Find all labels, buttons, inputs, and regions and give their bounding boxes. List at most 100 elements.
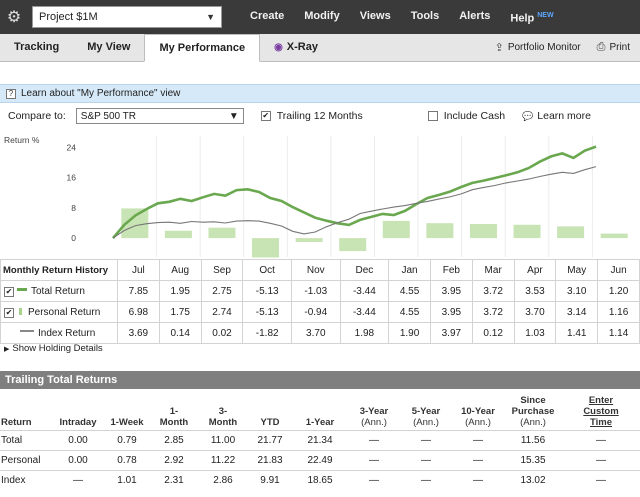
table-cell: -5.13: [242, 301, 292, 323]
trailing-checkbox[interactable]: ✔: [260, 111, 271, 121]
trailing-col-header: Since Purchase (Ann.): [504, 390, 562, 430]
tab-tracking[interactable]: Tracking: [0, 34, 73, 61]
table-cell: 21.83: [248, 449, 292, 470]
table-cell: 3.95: [429, 280, 473, 302]
trailing-col-sublabel: (Ann.): [465, 416, 491, 428]
menu-modify[interactable]: Modify: [294, 0, 349, 35]
tab-my-performance-label: My Performance: [159, 42, 246, 54]
table-cell: 0.14: [158, 322, 202, 344]
info-bar[interactable]: ? Learn about "My Performance" view: [0, 84, 640, 103]
menu-help[interactable]: Help NEW: [500, 0, 563, 35]
monthly-bar: [600, 233, 628, 239]
trailing-col-label: YTD: [260, 416, 280, 428]
table-cell: 1.90: [388, 322, 431, 344]
table-cell: 1.41: [555, 322, 599, 344]
menu-alerts[interactable]: Alerts: [449, 0, 500, 35]
tab-my-view[interactable]: My View: [73, 34, 144, 61]
tab-my-view-label: My View: [87, 41, 131, 53]
include-cash-checkbox[interactable]: [427, 111, 438, 121]
menu-tools[interactable]: Tools: [401, 0, 450, 35]
tab-x-ray[interactable]: ◉ X-Ray: [260, 34, 332, 61]
table-cell: 2.85: [150, 429, 198, 450]
menu-create[interactable]: Create: [240, 0, 294, 35]
table-cell: 18.65: [292, 469, 348, 490]
menu-help-label: Help: [510, 12, 535, 25]
table-cell: 2.75: [200, 280, 244, 302]
trailing-col-label: 1-Year: [305, 416, 335, 428]
table-cell: 3.72: [471, 301, 515, 323]
trailing-label: Trailing 12 Months: [276, 110, 363, 122]
portfolio-select[interactable]: Project $1M ▼: [32, 6, 222, 28]
table-cell: 4.55: [388, 280, 431, 302]
custom-time-link[interactable]: Enter Custom Time: [562, 390, 640, 430]
trailing-col-sublabel: (Ann.): [361, 416, 387, 428]
trailing-12-months-option[interactable]: ✔ Trailing 12 Months: [260, 110, 363, 122]
compare-select-value: S&P 500 TR: [80, 110, 137, 122]
month-header: May: [555, 259, 599, 281]
index-return-swatch: [20, 330, 34, 333]
table-cell: 11.56: [504, 429, 562, 450]
monthly-title: Monthly Return History: [0, 259, 118, 281]
monthly-header-row: Monthly Return History Jul Aug Sep Oct N…: [0, 259, 640, 281]
total-return-row: ✔ Total Return 7.85 1.95 2.75 -5.13 -1.03…: [0, 280, 640, 302]
table-cell: 22.49: [292, 449, 348, 470]
table-cell: 2.92: [150, 449, 198, 470]
compare-label: Compare to:: [8, 110, 66, 122]
portfolio-monitor-link[interactable]: ⇪ Portfolio Monitor: [495, 41, 581, 54]
trailing-col-header: Intraday: [52, 390, 104, 430]
printer-icon: ⎙: [596, 40, 606, 53]
menu-tools-label: Tools: [410, 9, 440, 22]
tab-my-performance[interactable]: My Performance: [144, 34, 261, 62]
month-header: Feb: [429, 259, 473, 281]
month-header: Nov: [290, 259, 341, 281]
trailing-col-header: Return: [0, 390, 52, 430]
tab-tools: ⇪ Portfolio Monitor ⎙ Print: [479, 33, 640, 61]
total-return-checkbox[interactable]: ✔: [4, 286, 14, 297]
trailing-col-header: 1-Week: [104, 390, 150, 430]
table-cell: 1.14: [597, 322, 640, 344]
table-cell: —: [452, 429, 504, 450]
table-cell: 3.70: [513, 301, 557, 323]
table-cell: 1.03: [513, 322, 557, 344]
month-header: Jul: [117, 259, 160, 281]
print-link[interactable]: ⎙ Print: [597, 41, 630, 54]
trailing-col-label: Return: [1, 416, 32, 428]
learn-more-link[interactable]: 💬 Learn more: [522, 110, 591, 122]
learn-about-link[interactable]: Learn about "My Performance" view: [21, 88, 181, 99]
trailing-col-sublabel: (Ann.): [413, 416, 439, 428]
portfolio-monitor-label: Portfolio Monitor: [507, 41, 581, 53]
monthly-bar: [295, 238, 323, 242]
trailing-col-header: 1- Month: [150, 390, 198, 430]
monthly-bar: [339, 238, 367, 252]
table-cell: 6.98: [117, 301, 160, 323]
trailing-col-label: 1- Month: [159, 405, 189, 428]
table-cell: 2.31: [150, 469, 198, 490]
monthly-bar: [252, 238, 280, 258]
menu-create-label: Create: [250, 9, 285, 22]
table-row: Total 0.00 0.79 2.85 11.00 21.77 21.34— — —11.56…: [0, 429, 640, 450]
gear-icon[interactable]: ⚙: [6, 9, 22, 26]
tab-tracking-label: Tracking: [14, 41, 60, 53]
performance-chart: Return % 0 8 16 24: [0, 130, 640, 260]
table-cell: 13.02: [504, 469, 562, 490]
month-header: Aug: [158, 259, 202, 281]
trailing-body: Total 0.00 0.79 2.85 11.00 21.77 21.34— — —11.56…: [0, 429, 640, 490]
table-cell: 1.01: [104, 469, 150, 490]
show-holding-details-toggle[interactable]: ▶ Show Holding Details: [4, 343, 103, 354]
chart-svg: 0 8 16 24: [67, 136, 628, 258]
table-cell: 0.79: [104, 429, 150, 450]
trailing-col-header: YTD: [248, 390, 292, 430]
personal-return-checkbox[interactable]: ✔: [4, 307, 14, 318]
trailing-col-label: 3- Month: [208, 405, 238, 428]
table-cell: -3.44: [339, 280, 390, 302]
row-label: Total: [0, 429, 52, 450]
personal-return-swatch: [19, 308, 22, 316]
table-cell: 15.35: [504, 449, 562, 470]
include-cash-option[interactable]: Include Cash: [427, 110, 505, 122]
table-cell: 3.10: [555, 280, 599, 302]
table-row: Index —1.01 2.31 2.86 9.91 18.65— — —13.02—: [0, 469, 640, 490]
table-cell: -1.03: [290, 280, 341, 302]
compare-select[interactable]: S&P 500 TR ▼: [75, 108, 244, 124]
menu-views[interactable]: Views: [350, 0, 401, 35]
total-return-label: Total Return: [31, 285, 85, 297]
